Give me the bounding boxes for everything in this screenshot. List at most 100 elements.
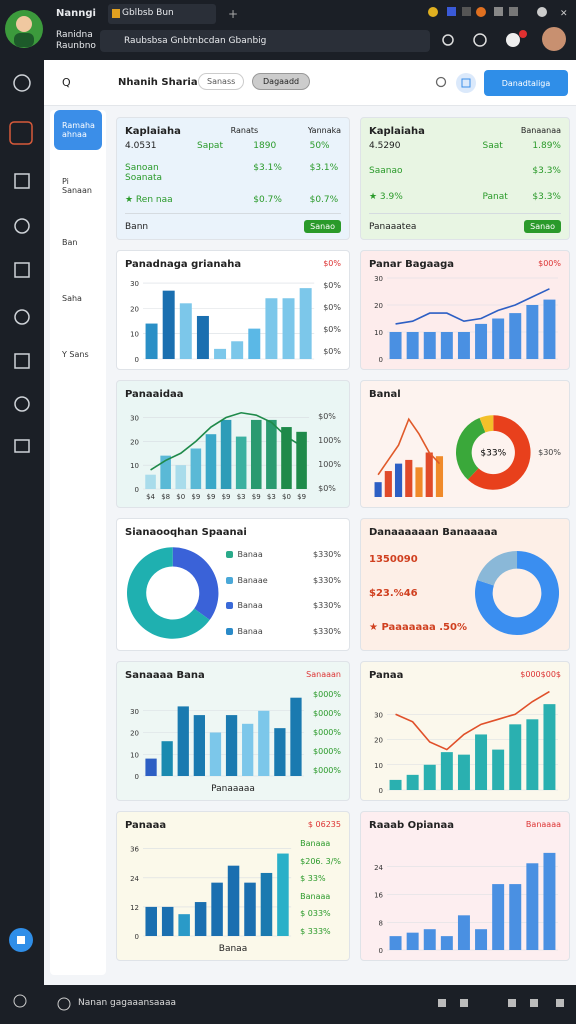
- nav-item[interactable]: Saha: [62, 293, 82, 303]
- nav-item[interactable]: Pi Sanaan: [62, 177, 92, 195]
- search-icon[interactable]: Q: [62, 76, 71, 89]
- side-label: $206. 3/%: [300, 856, 341, 866]
- nav-item[interactable]: Y Sans: [62, 349, 89, 359]
- x-tick-label: $9: [297, 493, 306, 501]
- y-tick-label: 30: [130, 415, 139, 423]
- tab-label[interactable]: Gblbsb Bun: [122, 8, 174, 18]
- legend-value: $330%: [313, 626, 341, 636]
- side-label: $000%: [313, 747, 341, 756]
- y-tick-label: 0: [379, 947, 383, 954]
- legend-name: Banaa: [237, 601, 263, 611]
- y-tick-label: 0: [135, 933, 139, 940]
- side-label: 100%: [318, 460, 341, 470]
- legend-name: Banaa: [237, 626, 263, 636]
- card-header: Sianaooqhan Spaanai: [125, 527, 341, 538]
- donut-segment: [479, 415, 493, 433]
- bar: [406, 774, 419, 790]
- x-tick-label: $4: [146, 493, 155, 501]
- card-note: $ 06235: [307, 820, 341, 829]
- card-note: $00%: [538, 259, 561, 268]
- card: Raaab Opianaa Banaaaa 0 8 16 24: [360, 811, 570, 961]
- bar: [244, 882, 256, 936]
- side-label: 100%: [318, 435, 341, 445]
- bar: [178, 914, 190, 936]
- column-head: Yannaka: [307, 126, 341, 135]
- donut-segment: [474, 550, 560, 636]
- stat: $23.%46: [369, 587, 418, 599]
- card-header: Panaaa $ 06235: [125, 820, 341, 831]
- legend-swatch: [226, 627, 234, 635]
- svg-text:✕: ✕: [560, 9, 568, 19]
- legend-swatch: [226, 576, 234, 584]
- card: Panaaa $ 06235 0 12 24 36 Banaaa $206. 3/% $ 33%…: [116, 811, 350, 961]
- bar: [220, 419, 232, 489]
- y-tick-label: 10: [374, 762, 383, 770]
- card-body: 4.5290 Saat 1.89% Saanao $3.3% ★ 3.9% Panat $3.…: [369, 141, 561, 209]
- address-bar[interactable]: Raubsbsa Gnbtnbcdan Gbanbig: [124, 36, 267, 46]
- bottom-icons: [13, 994, 564, 1011]
- bar: [440, 332, 453, 359]
- chart: [127, 547, 219, 639]
- y-tick-label: 20: [374, 737, 383, 745]
- legend-swatch: [226, 602, 234, 610]
- badge[interactable]: Sanao: [524, 220, 561, 233]
- line: [395, 288, 550, 325]
- card: Kaplaiaha Banaanaa 4.5290 Saat 1.89% Saanao $3…: [360, 117, 570, 240]
- bar: [194, 902, 207, 936]
- filter-pill[interactable]: Sanass: [198, 73, 245, 90]
- side-label: $ 33%: [300, 874, 326, 884]
- side-labels: $000% $000% $000% $000% $000%: [313, 685, 341, 780]
- chart: [474, 550, 560, 636]
- side-label: $0%: [318, 484, 336, 494]
- x-tick-label: $3: [237, 493, 246, 501]
- bar: [242, 723, 254, 776]
- bar: [406, 932, 419, 950]
- stat: $3.1%: [309, 163, 339, 173]
- chart: 0 10 20 30: [374, 690, 558, 794]
- chart: 0 8 16 24: [374, 852, 558, 954]
- card-header: Danaaaaaan Banaaaaa: [369, 527, 561, 538]
- bar: [374, 482, 382, 497]
- card-body: 0 12 24 36 Banaaa $206. 3/% $ 33% Banaaa $ 033% $…: [125, 835, 341, 940]
- sidebar-icons: [9, 74, 33, 952]
- badge[interactable]: Sanao: [304, 220, 341, 233]
- card: Kaplaiaha Ranats Yannaka 4.0531 Sapat 1890 50%…: [116, 117, 350, 240]
- bar: [161, 906, 174, 936]
- chart: $33%: [455, 415, 531, 490]
- bar: [145, 758, 157, 776]
- card-body: Banaa $330% Banaae $330% Banaa $330% Banaa $330…: [125, 542, 341, 644]
- bar: [526, 305, 539, 359]
- x-tick-label: $9: [222, 493, 231, 501]
- nav-item[interactable]: Ban: [62, 237, 78, 247]
- donut-center: $33%: [480, 449, 506, 459]
- action-button[interactable]: Danadtaliga: [484, 70, 568, 96]
- y-tick-label: 10: [130, 751, 139, 759]
- bar: [543, 704, 556, 790]
- bar: [190, 448, 202, 489]
- nav-item[interactable]: Ramaha ahnaa: [54, 110, 102, 150]
- stat: 4.0531: [125, 141, 157, 151]
- card-header: Banal: [369, 389, 561, 400]
- card-body: 0 10 20 30: [369, 685, 561, 794]
- y-tick-label: 0: [379, 356, 383, 363]
- y-tick-label: 0: [379, 787, 383, 794]
- card-note: Banaaaa: [525, 820, 561, 829]
- bar: [235, 436, 247, 489]
- side-label: $ 033%: [300, 909, 331, 919]
- side-label: $0%: [323, 280, 341, 290]
- y-tick-label: 36: [130, 846, 139, 854]
- card-title: Sianaooqhan Spaanai: [125, 527, 247, 538]
- bar: [193, 715, 205, 776]
- bar: [543, 852, 556, 950]
- card: Sanaaaa Bana Sanaaan 0 10 20 30 $000% $000% $000…: [116, 661, 350, 801]
- y-tick-label: 30: [130, 280, 139, 288]
- side-label: $000%: [313, 728, 341, 737]
- bar: [457, 915, 470, 950]
- top-icons: + ✕: [5, 4, 568, 52]
- filter-chip[interactable]: Dagaadd: [252, 73, 311, 90]
- profile-name: Nanngi: [56, 8, 96, 19]
- y-tick-label: 20: [130, 730, 139, 738]
- x-tick-label: $8: [161, 493, 170, 501]
- side-label: $000%: [313, 709, 341, 718]
- chart: 0 12 24 36: [130, 846, 292, 940]
